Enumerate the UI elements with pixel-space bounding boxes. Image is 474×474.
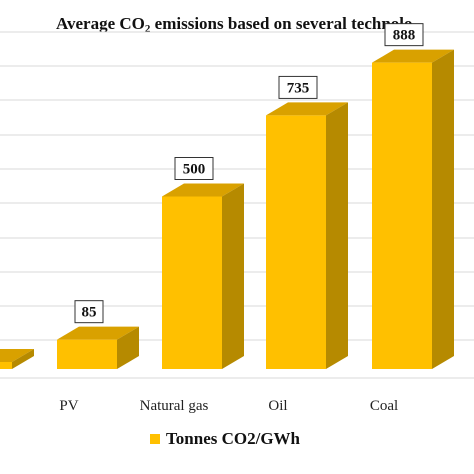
data-label: 85 [82, 305, 97, 321]
x-tick-label: PV [59, 398, 78, 414]
bar-top-face [372, 49, 454, 63]
x-tick-label: Coal [370, 398, 398, 414]
chart-title-subscript: 2 [144, 23, 151, 35]
bar-side-face [222, 183, 244, 369]
chart-title-part-1: Average CO [56, 14, 145, 33]
legend: Tonnes CO2/GWh [150, 429, 300, 449]
bar-top-face [162, 183, 244, 197]
bar-partial [0, 362, 12, 369]
data-label: 500 [183, 162, 206, 178]
bar-top-face [266, 102, 348, 116]
bar [372, 62, 432, 369]
bar-side-face [432, 49, 454, 369]
chart-title-part-2: emissions based on several technolo [150, 14, 413, 33]
bar [162, 196, 222, 369]
bar-top-face [57, 326, 139, 340]
data-label-box [174, 157, 214, 180]
data-label: 735 [287, 80, 310, 96]
data-label-box [278, 75, 318, 99]
chart-title: Average CO2 emissions based on several t… [56, 14, 413, 35]
bar [266, 115, 326, 369]
x-tick-label: Oil [268, 398, 287, 414]
data-label-box [384, 23, 424, 47]
data-label-box [74, 300, 104, 324]
bar-side-partial [12, 349, 34, 369]
bar [57, 339, 117, 369]
bar-top-partial [0, 349, 34, 362]
x-tick-label: Natural gas [140, 398, 209, 414]
data-label: 888 [393, 28, 416, 44]
bar-side-face [326, 102, 348, 370]
bar-side-face [117, 326, 139, 369]
legend-label: Tonnes CO2/GWh [166, 429, 300, 448]
legend-swatch [150, 434, 160, 444]
